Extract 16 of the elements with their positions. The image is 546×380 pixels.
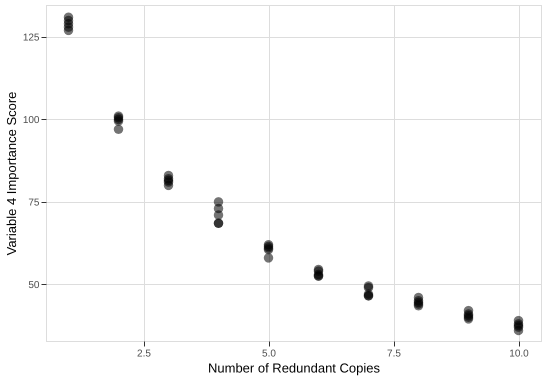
point xyxy=(64,26,74,36)
point xyxy=(214,210,224,220)
x-tick-label: 2.5 xyxy=(137,348,152,360)
point xyxy=(164,180,174,190)
y-tick-label: 100 xyxy=(22,114,40,126)
point xyxy=(114,124,124,134)
point xyxy=(514,326,524,336)
y-tick-label: 75 xyxy=(28,197,40,208)
x-tick-label: 5.0 xyxy=(262,348,276,360)
y-axis-title: Variable 4 Importance Score xyxy=(4,92,19,256)
x-tick-label: 10.0 xyxy=(509,348,530,360)
y-tick-label: 50 xyxy=(28,280,40,291)
x-tick-label: 7.5 xyxy=(387,348,402,360)
y-tick-label: 125 xyxy=(22,32,40,44)
x-axis-title: Number of Redundant Copies xyxy=(208,360,380,376)
point xyxy=(264,253,274,263)
